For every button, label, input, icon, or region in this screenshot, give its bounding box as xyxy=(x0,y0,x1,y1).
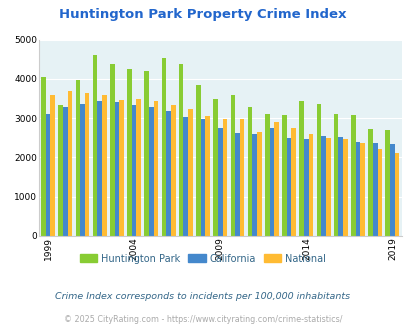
Bar xyxy=(166,111,171,236)
Bar xyxy=(200,119,205,236)
Bar xyxy=(291,128,295,236)
Bar xyxy=(136,99,141,236)
Bar xyxy=(355,142,360,236)
Bar xyxy=(384,130,389,236)
Bar xyxy=(161,58,166,236)
Bar xyxy=(256,132,261,236)
Bar xyxy=(213,99,217,236)
Bar xyxy=(342,139,347,236)
Bar xyxy=(320,136,325,236)
Bar xyxy=(46,114,50,236)
Bar xyxy=(196,85,200,236)
Bar xyxy=(50,95,55,236)
Bar xyxy=(234,133,239,236)
Bar xyxy=(178,64,183,236)
Bar xyxy=(367,129,372,236)
Bar xyxy=(247,107,252,236)
Bar xyxy=(97,101,102,236)
Bar xyxy=(183,117,188,236)
Bar xyxy=(102,95,107,236)
Bar xyxy=(281,115,286,236)
Bar xyxy=(273,122,278,236)
Text: Crime Index corresponds to incidents per 100,000 inhabitants: Crime Index corresponds to incidents per… xyxy=(55,292,350,301)
Bar xyxy=(325,138,330,236)
Bar xyxy=(127,69,132,236)
Bar xyxy=(114,102,119,236)
Bar xyxy=(360,143,364,236)
Text: © 2025 CityRating.com - https://www.cityrating.com/crime-statistics/: © 2025 CityRating.com - https://www.city… xyxy=(64,315,341,324)
Bar xyxy=(110,64,114,236)
Bar xyxy=(205,116,209,236)
Bar xyxy=(132,105,136,236)
Bar xyxy=(63,107,67,236)
Legend: Huntington Park, California, National: Huntington Park, California, National xyxy=(76,249,329,267)
Bar xyxy=(372,143,377,236)
Bar xyxy=(394,153,399,236)
Bar xyxy=(350,115,355,236)
Bar xyxy=(92,55,97,236)
Bar xyxy=(80,104,85,236)
Bar xyxy=(252,134,256,236)
Bar xyxy=(188,109,192,236)
Bar xyxy=(85,93,89,236)
Bar xyxy=(75,80,80,236)
Bar xyxy=(316,104,320,236)
Bar xyxy=(230,95,234,236)
Bar xyxy=(308,134,313,236)
Bar xyxy=(264,114,269,236)
Bar xyxy=(217,128,222,236)
Bar xyxy=(119,100,124,236)
Bar xyxy=(389,145,394,236)
Bar xyxy=(58,105,63,236)
Bar xyxy=(153,101,158,236)
Bar xyxy=(269,128,273,236)
Bar xyxy=(222,119,227,236)
Bar xyxy=(298,101,303,236)
Bar xyxy=(149,107,153,236)
Bar xyxy=(171,105,175,236)
Bar xyxy=(67,91,72,236)
Bar xyxy=(338,137,342,236)
Bar xyxy=(303,139,308,236)
Bar xyxy=(239,119,244,236)
Bar xyxy=(286,138,291,236)
Bar xyxy=(377,149,381,236)
Bar xyxy=(41,77,46,236)
Text: Huntington Park Property Crime Index: Huntington Park Property Crime Index xyxy=(59,8,346,21)
Bar xyxy=(333,114,338,236)
Bar xyxy=(144,71,149,236)
